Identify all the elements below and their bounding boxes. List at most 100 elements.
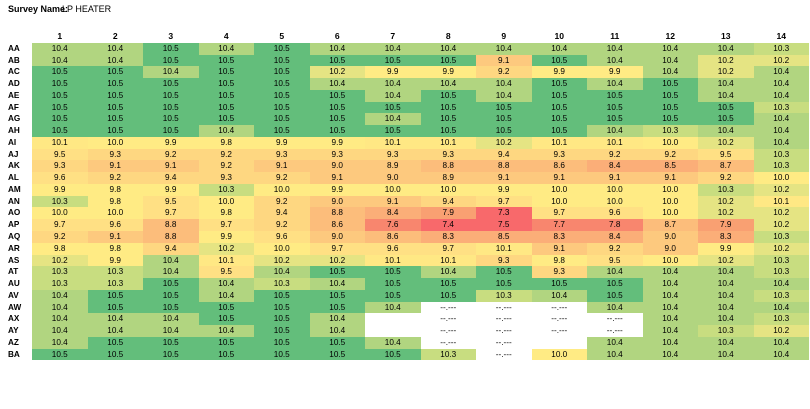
- column-header: 7: [390, 31, 396, 41]
- heatmap-cell: 10.4: [198, 325, 254, 337]
- heatmap-cell: 10.3: [32, 266, 88, 279]
- heatmap-cell: 9.2: [587, 148, 643, 161]
- row-header: AJ: [8, 149, 19, 159]
- heatmap-cell: 10.5: [309, 301, 365, 314]
- heatmap-cell: 10.2: [753, 207, 809, 220]
- heatmap-cell: 10.5: [32, 89, 88, 102]
- heatmap-cell: 9.9: [365, 66, 421, 79]
- heatmap-cell: 10.3: [87, 278, 143, 290]
- heatmap-cell: 10.3: [753, 313, 809, 326]
- heatmap-cell: 10.2: [698, 254, 754, 267]
- heatmap-cell: 10.4: [143, 66, 199, 79]
- heatmap-cell: 9.1: [365, 195, 421, 208]
- heatmap-cell: [365, 325, 421, 337]
- heatmap-cell: 10.4: [309, 278, 365, 290]
- heatmap-cell: 10.5: [420, 125, 476, 137]
- heatmap-cell: 9.3: [476, 254, 532, 267]
- heatmap-cell: 10.3: [753, 254, 809, 267]
- heatmap-cell: 10.5: [531, 113, 587, 126]
- heatmap-cell: 9.7: [143, 207, 199, 220]
- heatmap-cell: 9.3: [32, 160, 88, 173]
- heatmap-cell: 9.3: [531, 266, 587, 279]
- heatmap-cell: 10.0: [642, 254, 698, 267]
- heatmap-cell: 10.5: [32, 125, 88, 137]
- heatmap-cell: 9.4: [476, 148, 532, 161]
- row-header: AU: [8, 279, 20, 289]
- heatmap-cell: 8.3: [420, 231, 476, 243]
- heatmap-cell: 10.5: [254, 54, 310, 67]
- heatmap-cell: 9.8: [32, 242, 88, 255]
- heatmap-cell: 9.1: [476, 54, 532, 67]
- heatmap-cell: 10.0: [531, 195, 587, 208]
- heatmap-cell: 10.4: [143, 313, 199, 326]
- heatmap-cell: 10.3: [642, 125, 698, 137]
- heatmap-cell: 7.8: [587, 219, 643, 232]
- heatmap-cell: 10.4: [87, 42, 143, 55]
- heatmap-cell: 9.2: [698, 172, 754, 184]
- heatmap-cell: 10.4: [365, 89, 421, 102]
- heatmap-cell: 10.2: [698, 195, 754, 208]
- table-row: AB 10.4 10.4 10.5 10.5 10.5 10.5 10.5 10.5 9.1 10.…: [6, 54, 809, 67]
- heatmap-cell: 10.3: [32, 195, 88, 208]
- heatmap-cell: 9.0: [309, 160, 365, 173]
- heatmap-cell: 10.0: [365, 183, 421, 196]
- heatmap-cell: 10.3: [254, 278, 310, 290]
- heatmap-cell: 9.9: [254, 136, 310, 149]
- heatmap-cell: 10.5: [143, 301, 199, 314]
- heatmap-cell: 10.5: [87, 336, 143, 349]
- table-row: AI 10.1 10.0 9.9 9.8 9.9 9.9 10.1 10.1 10.2 10.1 10…: [6, 136, 809, 149]
- heatmap-cell: 10.3: [753, 289, 809, 302]
- heatmap-cell: 10.4: [365, 42, 421, 55]
- heatmap-cell: 9.4: [143, 242, 199, 255]
- heatmap-cell: 10.3: [198, 183, 254, 196]
- heatmap-cell: 10.1: [753, 195, 809, 208]
- column-header: 3: [168, 31, 174, 41]
- heatmap-cell: 10.5: [143, 125, 199, 137]
- heatmap-cell: 10.5: [420, 101, 476, 114]
- heatmap-cell: 10.5: [198, 113, 254, 126]
- heatmap-cell: 10.5: [143, 78, 199, 90]
- survey-name-label: Survey Name:: [8, 4, 69, 14]
- heatmap-cell: 10.5: [254, 348, 310, 361]
- heatmap-cell: 10.5: [143, 278, 199, 290]
- heatmap-cell: 10.5: [143, 54, 199, 67]
- heatmap-cell: 10.1: [365, 136, 421, 149]
- heatmap-cell: 10.1: [587, 136, 643, 149]
- table-row: BA 10.5 10.5 10.5 10.5 10.5 10.5 10.5 10.3 --.---…: [6, 348, 809, 361]
- heatmap-cell: 10.4: [143, 266, 199, 279]
- column-header: 13: [720, 31, 731, 41]
- heatmap-cell: 10.5: [420, 289, 476, 302]
- heatmap-cell: 10.5: [87, 301, 143, 314]
- heatmap-cell: 10.4: [753, 113, 809, 126]
- heatmap-cell: 10.4: [87, 54, 143, 67]
- heatmap-cell: 10.5: [476, 125, 532, 137]
- heatmap-cell: 10.5: [198, 89, 254, 102]
- column-header: 9: [501, 31, 507, 41]
- heatmap-cell: 10.4: [365, 301, 421, 314]
- column-header-row: 1 2 3 4 5 6 7 8 9 10 11 12 13 14: [6, 31, 809, 43]
- heatmap-cell: 10.5: [87, 348, 143, 361]
- heatmap-cell: 9.1: [87, 160, 143, 173]
- heatmap-cell: 10.3: [32, 278, 88, 290]
- heatmap-cell: 10.5: [32, 66, 88, 79]
- heatmap-cell: 10.5: [365, 101, 421, 114]
- heatmap-cell: 10.4: [698, 289, 754, 302]
- heatmap-cell: 10.5: [143, 42, 199, 55]
- column-header: 14: [776, 31, 787, 41]
- heatmap-cell: 9.6: [87, 219, 143, 232]
- heatmap-cell: 10.5: [587, 89, 643, 102]
- heatmap-cell: 10.5: [309, 289, 365, 302]
- heatmap-cell: 8.8: [420, 160, 476, 173]
- heatmap-cell: 9.8: [531, 254, 587, 267]
- heatmap-cell: 10.4: [753, 125, 809, 137]
- heatmap-cell: 10.3: [698, 183, 754, 196]
- heatmap-cell: 10.4: [143, 254, 199, 267]
- heatmap-cell: 9.9: [698, 242, 754, 255]
- heatmap-cell: 10.5: [32, 113, 88, 126]
- heatmap-cell: 10.4: [476, 42, 532, 55]
- heatmap-cell: 10.4: [531, 42, 587, 55]
- heatmap-cell: 10.5: [198, 313, 254, 326]
- heatmap-cell: 8.6: [365, 231, 421, 243]
- heatmap-cell: 10.5: [198, 78, 254, 90]
- table-row: AO 10.0 10.0 9.7 9.8 9.4 8.8 8.4 7.9 7.3 9.7 9.6 10.…: [6, 207, 809, 220]
